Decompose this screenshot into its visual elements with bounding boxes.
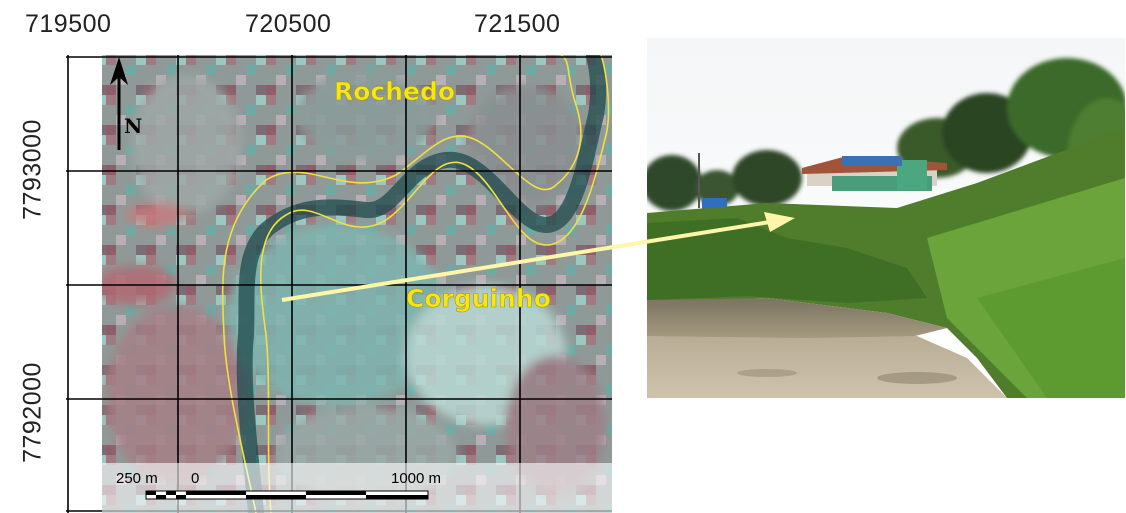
photo-sandbar [647, 336, 1007, 398]
place-label-rochedo: Rochedo [334, 77, 455, 106]
place-label-corguinho: Corguinho [406, 284, 551, 313]
northing-label-7793000: 7793000 [18, 119, 47, 220]
photo-river-water [647, 298, 947, 338]
easting-label-719500: 719500 [25, 10, 112, 38]
satellite-map: N Rochedo Corguinho 250 m 0 1000 m [66, 55, 612, 513]
photo-buildings [698, 153, 947, 210]
scale-label-250m: 250 m [116, 470, 158, 487]
easting-label-720500: 720500 [245, 10, 332, 38]
scale-bar: 250 m 0 1000 m [102, 463, 612, 513]
north-label: N [124, 114, 142, 138]
river-outlines [221, 55, 610, 513]
easting-label-721500: 721500 [474, 10, 561, 38]
scale-label-zero: 0 [191, 470, 199, 487]
river-channel [236, 55, 607, 513]
northing-label-7792000: 7792000 [18, 362, 47, 463]
scale-label-1000m: 1000 m [391, 470, 441, 487]
north-arrow-icon [110, 57, 128, 150]
riverbank-photo [647, 38, 1125, 398]
